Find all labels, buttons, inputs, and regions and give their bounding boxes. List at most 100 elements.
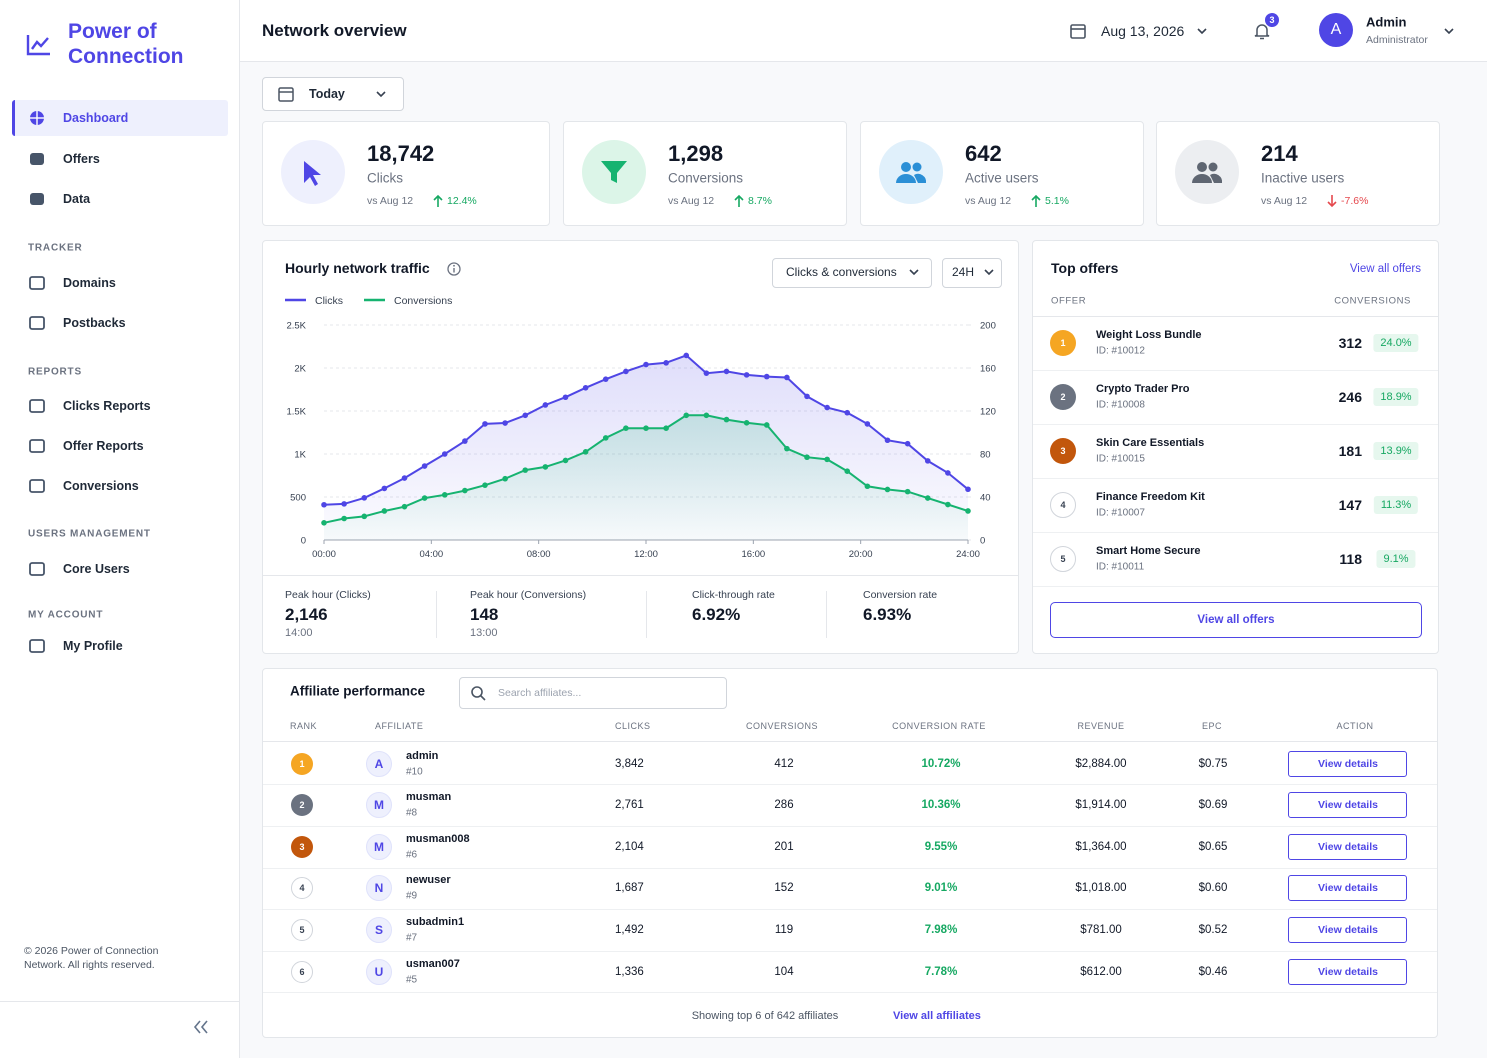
epc: $0.46 [1198,965,1228,978]
collapse-button[interactable] [193,1020,209,1034]
metric-select[interactable] [772,258,932,288]
date-filter[interactable] [262,77,404,111]
view-details-button[interactable] [1288,792,1407,819]
divider [646,591,647,638]
nav-item[interactable]: Data [63,192,91,206]
nav-item[interactable]: Domains [63,276,116,290]
icon [278,87,294,102]
point [381,485,388,492]
traffic-panel: Hourly network traffic Clicks & conversio… [262,240,1019,654]
column-header: RANK [290,721,318,731]
stat-value: 6.92% [692,605,741,624]
view-details-button[interactable] [1288,875,1407,902]
point [341,501,347,507]
affiliate-name: musman [406,791,452,804]
conversions: 152 [774,882,794,895]
y-tick-label: 2K [294,364,306,375]
offer-name: Crypto Trader Pro [1096,383,1190,395]
epc: $0.52 [1198,923,1228,936]
clicks: 1,336 [615,965,644,978]
button-label[interactable]: View details [1318,757,1378,770]
point [784,445,790,452]
nav-item[interactable]: Conversions [63,479,139,493]
offer-rate: 13.9% [1373,442,1419,460]
y2-tick-label: 40 [980,493,991,504]
point [763,422,770,428]
view-details-button[interactable] [1288,958,1407,985]
offer-conversions: 246 [1338,389,1362,405]
button-label[interactable]: View details [1318,840,1378,853]
link[interactable]: View all offers [1349,263,1421,275]
revenue: $1,914.00 [1075,799,1127,812]
affiliate-id: #9 [406,890,418,902]
affiliate-id: #6 [406,849,418,861]
x-tick-label: 16:00 [741,549,765,560]
view-all-button[interactable] [1050,602,1422,638]
conversion-rate: 7.98% [924,923,958,936]
stat-label: Peak hour (Conversions) [470,589,587,601]
section-title: MY ACCOUNT [28,609,104,621]
nav-item[interactable]: Clicks Reports [63,399,151,413]
kpi-change: 12.4% [447,195,477,207]
stat-value: 6.93% [863,605,912,624]
affiliates-panel: Affiliate performance Search affiliates..… [262,668,1438,1038]
view-details-button[interactable] [1288,916,1407,943]
offer-id: ID: #10008 [1096,399,1145,411]
offer-conversions: 118 [1339,551,1362,567]
brand: Power of Connection [68,20,184,68]
icon [30,111,44,125]
affiliate-id: #7 [406,932,418,944]
nav-item[interactable]: Offer Reports [63,439,144,453]
offer-name: Finance Freedom Kit [1096,491,1205,503]
clicks: 1,492 [615,923,644,936]
kpi-compare: vs Aug 12 [668,195,715,207]
icon [29,439,45,453]
view-details-button[interactable] [1288,750,1407,777]
offer-rate: 18.9% [1373,388,1419,406]
point [602,376,609,382]
point [824,456,830,463]
divider [826,591,827,638]
offer-name: Skin Care Essentials [1096,437,1205,449]
y2-tick-label: 160 [980,364,996,375]
point [462,438,468,444]
point [965,486,971,493]
offer-rate: 9.1% [1376,550,1416,568]
kpi-card: 642 Active users vs Aug 12 5.1% [860,121,1144,226]
x-tick-label: 20:00 [849,549,873,560]
point [824,404,830,411]
icon [29,276,45,290]
view-details-button[interactable] [1288,833,1407,860]
nav-item[interactable]: Postbacks [63,316,126,330]
button-label[interactable]: View details [1318,965,1378,978]
rank-badge: 3 [291,835,313,858]
rank-badge: 5 [291,918,313,941]
column-header: EPC [1201,721,1223,731]
nav-item[interactable]: Offers [63,152,100,166]
button-label[interactable]: View all offers [1197,614,1275,626]
button-label[interactable]: View details [1318,799,1378,812]
x-tick-label: 04:00 [419,549,443,560]
nav-item[interactable]: My Profile [63,639,123,653]
affiliate-avatar: M [366,833,392,860]
divider [1033,532,1438,533]
icon [29,316,45,330]
point [421,495,428,501]
affiliate-avatar: M [366,792,392,819]
point [904,440,911,447]
range-select[interactable] [942,258,1002,288]
nav-item[interactable]: Dashboard [63,111,129,125]
kpi-value: 214 [1261,141,1298,166]
point [602,435,609,441]
affiliate-avatar: A [366,750,392,777]
link[interactable]: View all affiliates [893,1010,981,1022]
conversion-rate: 7.78% [924,965,958,978]
column-header: CONVERSION RATE [892,721,986,731]
point [441,492,448,498]
affiliate-avatar: S [366,916,392,943]
nav-item[interactable]: Core Users [63,562,130,576]
offer-id: ID: #10011 [1096,561,1145,573]
button-label[interactable]: View details [1318,882,1378,895]
search-box[interactable] [459,677,727,709]
button-label[interactable]: View details [1318,923,1378,936]
